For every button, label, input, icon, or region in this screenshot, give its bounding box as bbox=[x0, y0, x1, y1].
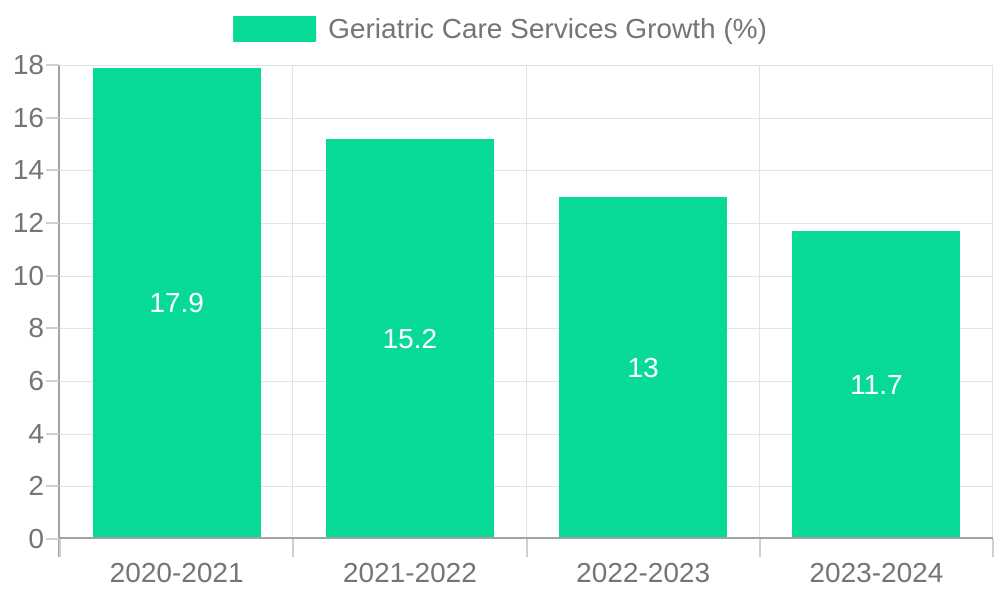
x-axis-tick bbox=[292, 539, 295, 557]
bar-value-label: 11.7 bbox=[850, 368, 903, 400]
bar-value-label: 13 bbox=[627, 351, 659, 383]
x-axis-line bbox=[60, 537, 993, 539]
y-axis-tick bbox=[46, 485, 59, 488]
legend[interactable]: Geriatric Care Services Growth (%) bbox=[233, 14, 767, 44]
y-axis-tick-label: 14 bbox=[12, 154, 44, 186]
x-axis-tick bbox=[758, 539, 761, 557]
gridline-horizontal bbox=[60, 275, 993, 277]
bar: 11.7 bbox=[792, 230, 961, 539]
y-axis-tick bbox=[46, 432, 59, 435]
gridline-horizontal bbox=[60, 381, 993, 382]
x-axis-tick-label: 2023-2024 bbox=[809, 557, 944, 588]
x-axis-tick bbox=[992, 539, 994, 557]
y-axis-tick-label: 16 bbox=[12, 101, 44, 133]
y-axis-tick-label: 6 bbox=[28, 365, 44, 396]
gridline-horizontal bbox=[60, 65, 993, 66]
gridline-horizontal bbox=[60, 117, 993, 119]
y-axis-line bbox=[58, 65, 60, 557]
y-axis-tick-label: 4 bbox=[28, 417, 44, 449]
x-axis-tick-label: 2021-2022 bbox=[342, 557, 477, 588]
y-axis-tick bbox=[46, 169, 59, 172]
gridline-horizontal bbox=[60, 223, 993, 224]
y-axis-tick-label: 8 bbox=[28, 312, 44, 344]
gridline-vertical bbox=[525, 65, 527, 539]
x-axis-tick-label: 2020-2021 bbox=[109, 557, 244, 588]
gridline-horizontal bbox=[60, 170, 993, 172]
y-axis-tick bbox=[46, 274, 59, 277]
bar-value-label: 15.2 bbox=[382, 322, 438, 354]
gridline-vertical bbox=[758, 65, 760, 539]
y-axis-tick-label: 2 bbox=[28, 470, 44, 502]
gridline-vertical bbox=[992, 65, 993, 539]
gridline-vertical bbox=[292, 65, 294, 539]
x-axis-tick bbox=[525, 539, 528, 557]
y-axis-tick bbox=[46, 380, 59, 382]
gridline-horizontal bbox=[60, 486, 993, 488]
y-axis-tick bbox=[46, 538, 59, 540]
y-axis-tick bbox=[46, 222, 59, 224]
plot-area: 17.9 15.2 13 11.7 bbox=[60, 65, 993, 539]
gridline-horizontal bbox=[60, 328, 993, 330]
bar: 15.2 bbox=[325, 138, 494, 539]
bar-value-label: 17.9 bbox=[149, 287, 204, 319]
y-axis-tick-label: 18 bbox=[12, 49, 44, 80]
y-axis-tick bbox=[46, 64, 59, 66]
bar: 13 bbox=[559, 196, 728, 539]
y-axis-tick bbox=[46, 116, 59, 119]
y-axis-tick bbox=[46, 327, 59, 330]
legend-label: Geriatric Care Services Growth (%) bbox=[328, 13, 767, 44]
y-axis-tick-label: 10 bbox=[12, 259, 44, 291]
y-axis-tick-label: 12 bbox=[12, 207, 44, 238]
x-axis-tick-label: 2022-2023 bbox=[576, 557, 711, 588]
y-axis-tick-label: 0 bbox=[28, 523, 44, 554]
legend-swatch bbox=[233, 16, 317, 42]
x-axis-tick bbox=[59, 539, 61, 557]
bar: 17.9 bbox=[92, 67, 261, 539]
gridline-horizontal bbox=[60, 433, 993, 435]
